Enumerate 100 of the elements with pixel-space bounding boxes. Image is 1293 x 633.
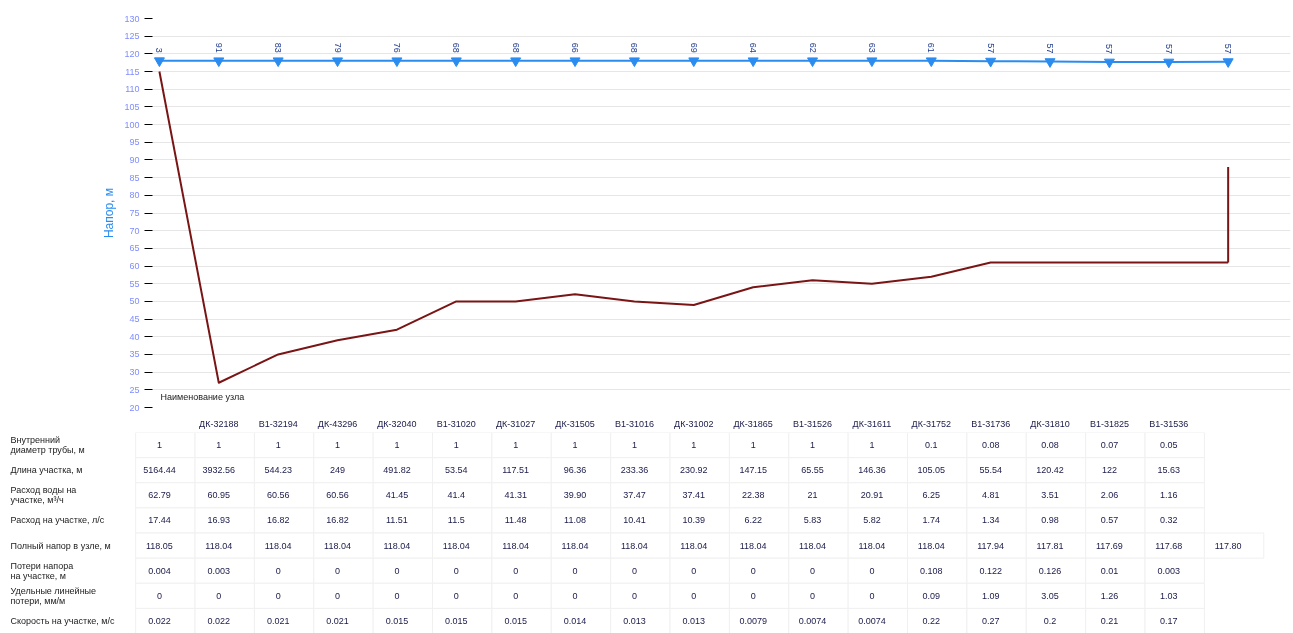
y-tick-label: Удельные линейные потери, мм/м: [10, 585, 97, 606]
data-label: 0.27: [981, 615, 1000, 626]
data-label: 0: [572, 590, 578, 601]
data-label: 10.41: [623, 515, 646, 526]
data-label: 1: [691, 440, 697, 451]
x-tick-label: ДК-31865: [733, 418, 773, 429]
data-label: 15.63: [1157, 465, 1181, 476]
data-label: 1: [869, 440, 875, 451]
data-label: 0.122: [979, 565, 1002, 576]
data-label: 0: [335, 565, 341, 576]
data-label: 230.92: [680, 465, 708, 476]
data-label: 118.04: [442, 540, 470, 551]
data-label: 0.022: [207, 615, 231, 626]
data-label: 0.17: [1160, 615, 1178, 626]
data-label: 3932.56: [202, 465, 236, 476]
data-label: 118.04: [620, 540, 648, 551]
data-label: 491.82: [383, 465, 411, 476]
data-label: 1: [275, 440, 281, 451]
y-tick-label: 30: [129, 367, 140, 378]
data-label: 4.81: [981, 490, 1000, 501]
y-tick-label: 50: [129, 296, 140, 307]
x-tick-label: ДК-31611: [852, 418, 892, 429]
data-label: 62.79: [148, 490, 171, 501]
data-label: 0.021: [266, 615, 290, 626]
data-label: 39.90: [563, 490, 587, 501]
data-label: 0: [156, 590, 162, 601]
data-label: 0.013: [682, 615, 706, 626]
data-label: 0: [691, 590, 697, 601]
data-label: 0.07: [1100, 440, 1119, 451]
data-label: 60.56: [326, 490, 349, 501]
data-label: 0: [335, 590, 341, 601]
data-label: 0.108: [920, 565, 943, 576]
annotation: 63: [866, 42, 877, 53]
data-label: 0: [691, 565, 697, 576]
y-tick-label: 90: [129, 154, 140, 165]
y-tick-label: 100: [124, 119, 140, 130]
data-label: 117.81: [1036, 540, 1064, 551]
data-label: 118.04: [324, 540, 351, 551]
x-tick-label: ДК-43296: [317, 418, 358, 429]
data-label: 0: [453, 565, 459, 576]
data-label: 146.36: [858, 465, 886, 476]
data-label: 0.014: [563, 615, 587, 626]
data-label: 249: [330, 465, 346, 476]
y-tick-label: Длина участка, м: [10, 465, 83, 476]
y-tick-label: 40: [129, 331, 140, 342]
data-label: 118.04: [383, 540, 411, 551]
y-tick-label: 115: [125, 66, 140, 77]
data-label: 60.56: [266, 490, 290, 501]
data-label: 1: [335, 440, 341, 451]
y-tick-label: Полный напор в узле, м: [10, 540, 111, 551]
y-tick-label: Потери напора на участке, м: [10, 560, 74, 581]
annotation: 3: [154, 47, 165, 53]
annotation: 76: [391, 42, 402, 53]
data-label: 1: [631, 440, 637, 451]
x-tick-label: В1-31020: [436, 418, 476, 429]
data-label: 41.45: [385, 490, 409, 501]
data-label: 96.36: [563, 465, 587, 476]
x-tick-label: В1-31016: [614, 418, 654, 429]
data-label: 0: [572, 565, 578, 576]
data-label: 2.06: [1100, 490, 1119, 501]
data-label: 1: [572, 440, 578, 451]
data-label: 11.5: [447, 515, 465, 526]
y-tick-label: 70: [129, 225, 140, 236]
y-tick-label: 80: [129, 190, 140, 201]
y-tick-label: 105: [124, 101, 140, 112]
data-label: 118.04: [799, 540, 826, 551]
data-label: 0.003: [1157, 565, 1181, 576]
y-tick-label: 25: [129, 384, 140, 395]
data-label: 0: [394, 565, 400, 576]
data-label: 65.55: [801, 465, 824, 476]
data-label: 17.44: [148, 515, 171, 526]
annotation: 69: [688, 42, 699, 53]
data-label: 0: [869, 590, 875, 601]
annotation: 79: [332, 42, 343, 53]
data-label: 55.54: [979, 465, 1002, 476]
y-tick-label: 120: [124, 48, 140, 59]
data-label: 117.94: [977, 540, 1005, 551]
data-label: 11.48: [504, 515, 527, 526]
data-label: 41.4: [447, 490, 466, 501]
data-label: 0: [631, 565, 637, 576]
data-label: 0.2: [1043, 615, 1057, 626]
data-label: 3.51: [1041, 490, 1059, 501]
data-label: 118.04: [858, 540, 886, 551]
data-label: 0.021: [326, 615, 349, 626]
data-label: 0.015: [504, 615, 527, 626]
data-label: 1.16: [1160, 490, 1178, 501]
y-tick-label: 110: [125, 84, 140, 95]
data-label: 0.05: [1160, 440, 1178, 451]
data-label: 0.98: [1041, 515, 1059, 526]
y-tick-label: 75: [129, 208, 140, 218]
data-label: 0.08: [981, 440, 1000, 451]
data-label: 0: [275, 565, 281, 576]
data-label: 1.26: [1100, 590, 1119, 601]
x-tick-label: В1-31736: [971, 418, 1011, 429]
data-label: 53.54: [445, 465, 468, 476]
y-tick-label: Расход воды на участке, м³/ч: [10, 485, 77, 506]
data-label: 117.51: [502, 465, 530, 476]
data-label: 118.04: [264, 540, 292, 551]
annotation: 57: [1223, 43, 1234, 54]
annotation: 64: [748, 42, 759, 53]
